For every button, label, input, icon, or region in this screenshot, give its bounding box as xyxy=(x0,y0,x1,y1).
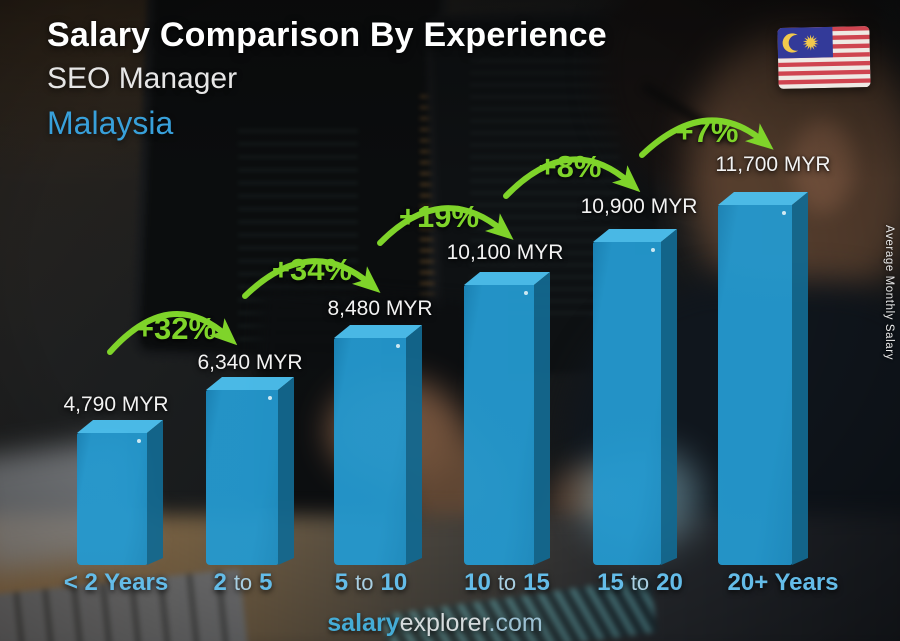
x-axis-label: 15 to 20 xyxy=(597,569,683,597)
percent-increase-label: +32% xyxy=(135,311,217,346)
bar-lt2-years xyxy=(77,420,163,565)
x-axis-label: < 2 Years xyxy=(64,569,168,597)
bar-side-face xyxy=(661,229,677,565)
x-label-text: 20 xyxy=(656,569,683,596)
country-name: Malaysia xyxy=(47,105,174,141)
bar-side-face xyxy=(147,420,163,565)
x-label-to: to xyxy=(497,570,517,595)
x-label-text: 5 xyxy=(259,569,273,596)
x-axis-label: 10 to 15 xyxy=(464,569,550,597)
bar-side-face xyxy=(534,272,550,565)
x-label-text: < 2 Years xyxy=(63,569,169,596)
salary-value-label: 10,100 MYR xyxy=(446,241,564,264)
job-title: SEO Manager xyxy=(47,62,238,95)
page-title: Salary Comparison By Experience xyxy=(47,16,607,54)
site-tld: .com xyxy=(488,609,543,637)
bar-top-face xyxy=(206,377,294,390)
x-axis-label: 5 to 10 xyxy=(335,569,407,597)
malaysia-flag-svg xyxy=(777,26,871,89)
x-label-text: 5 xyxy=(334,569,349,596)
y-axis-title: Average Monthly Salary xyxy=(883,225,895,361)
x-label-text: 2 xyxy=(213,569,227,596)
footer-site-link[interactable]: salaryexplorer.com xyxy=(327,609,542,638)
bar-side-face xyxy=(792,192,808,565)
x-label-text: 20+ Years xyxy=(727,569,839,596)
percent-increase-label: +8% xyxy=(538,149,602,184)
x-label-to: to xyxy=(233,570,253,595)
site-name-bold: salary xyxy=(327,609,400,637)
header: Salary Comparison By Experience SEO Mana… xyxy=(47,16,607,142)
percent-increase-label: +7% xyxy=(675,114,739,149)
bar-front-face xyxy=(593,242,661,565)
bar-top-face xyxy=(718,192,808,205)
bar-10-to-15 xyxy=(464,272,550,565)
salary-value-label: 6,340 MYR xyxy=(197,351,303,374)
bar-top-face xyxy=(464,272,550,285)
x-label-text: 10 xyxy=(380,569,408,596)
bar-front-face xyxy=(77,433,147,565)
x-label-to: to xyxy=(355,570,374,595)
x-label-text: 15 xyxy=(523,569,550,596)
bar-front-face xyxy=(718,205,792,565)
fourteen-point-star xyxy=(802,34,819,51)
bar-side-face xyxy=(406,325,422,565)
bar-front-face xyxy=(334,338,406,565)
x-label-text: 10 xyxy=(464,569,491,596)
x-label-text: 15 xyxy=(597,569,624,596)
bar-top-face xyxy=(77,420,163,433)
malaysia-flag-icon xyxy=(777,26,871,89)
bar-20plus-years xyxy=(718,192,808,565)
salary-value-label: 4,790 MYR xyxy=(63,393,169,416)
salary-value-label: 10,900 MYR xyxy=(580,195,698,218)
bar-2-to-5 xyxy=(206,377,294,565)
percent-increase-label: +19% xyxy=(398,199,480,234)
bar-5-to-10 xyxy=(334,325,422,565)
x-axis-label: 20+ Years xyxy=(727,569,838,597)
salary-value-label: 11,700 MYR xyxy=(715,153,831,176)
bar-top-face xyxy=(593,229,677,242)
bar-top-face xyxy=(334,325,422,338)
bar-side-face xyxy=(278,377,294,565)
bar-front-face xyxy=(464,285,534,565)
x-label-to: to xyxy=(630,570,650,595)
percent-increase-label: +34% xyxy=(271,252,353,287)
site-name-regular: explorer xyxy=(399,609,489,637)
salary-value-label: 8,480 MYR xyxy=(327,297,433,320)
bar-front-face xyxy=(206,390,278,565)
x-axis-label: 2 to 5 xyxy=(213,569,272,597)
bar-15-to-20 xyxy=(593,229,677,565)
